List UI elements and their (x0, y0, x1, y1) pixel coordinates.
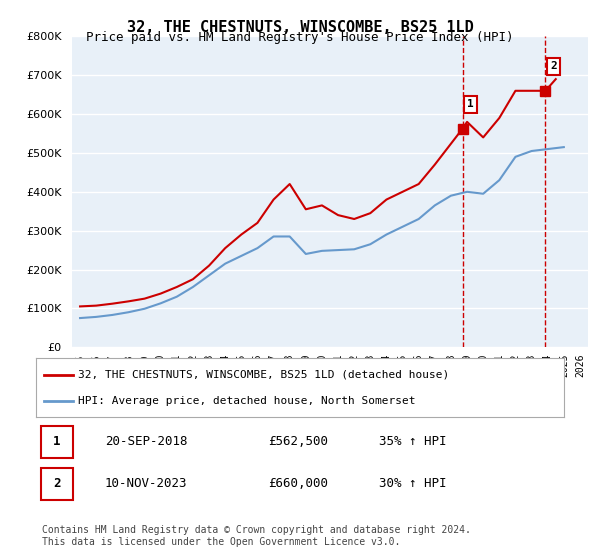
Text: £660,000: £660,000 (268, 477, 328, 491)
FancyBboxPatch shape (41, 468, 73, 500)
Text: HPI: Average price, detached house, North Somerset: HPI: Average price, detached house, Nort… (78, 396, 416, 406)
Text: 32, THE CHESTNUTS, WINSCOMBE, BS25 1LD: 32, THE CHESTNUTS, WINSCOMBE, BS25 1LD (127, 20, 473, 35)
Text: Contains HM Land Registry data © Crown copyright and database right 2024.
This d: Contains HM Land Registry data © Crown c… (42, 525, 471, 547)
Text: £562,500: £562,500 (268, 435, 328, 449)
Text: 10-NOV-2023: 10-NOV-2023 (104, 477, 187, 491)
Text: Price paid vs. HM Land Registry's House Price Index (HPI): Price paid vs. HM Land Registry's House … (86, 31, 514, 44)
Text: 2: 2 (53, 477, 61, 491)
FancyBboxPatch shape (41, 426, 73, 458)
Text: 32, THE CHESTNUTS, WINSCOMBE, BS25 1LD (detached house): 32, THE CHESTNUTS, WINSCOMBE, BS25 1LD (… (78, 370, 449, 380)
Text: 30% ↑ HPI: 30% ↑ HPI (379, 477, 446, 491)
Text: 1: 1 (53, 435, 61, 449)
Text: 2: 2 (550, 62, 557, 72)
Text: 35% ↑ HPI: 35% ↑ HPI (379, 435, 446, 449)
Text: 20-SEP-2018: 20-SEP-2018 (104, 435, 187, 449)
Text: 1: 1 (467, 99, 474, 109)
